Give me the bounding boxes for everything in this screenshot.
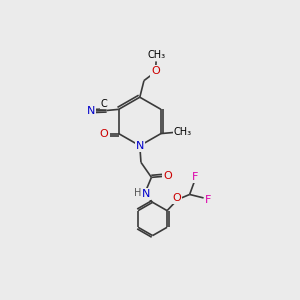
Text: H: H xyxy=(134,188,142,198)
Text: O: O xyxy=(100,129,109,139)
Text: O: O xyxy=(172,193,181,203)
Text: F: F xyxy=(205,195,211,205)
Text: N: N xyxy=(87,106,95,116)
Text: O: O xyxy=(151,66,160,76)
Text: O: O xyxy=(163,171,172,181)
Text: N: N xyxy=(136,141,144,151)
Text: N: N xyxy=(141,189,150,199)
Text: F: F xyxy=(192,172,198,182)
Text: CH₃: CH₃ xyxy=(147,50,165,60)
Text: C: C xyxy=(100,99,107,109)
Text: CH₃: CH₃ xyxy=(173,128,192,137)
